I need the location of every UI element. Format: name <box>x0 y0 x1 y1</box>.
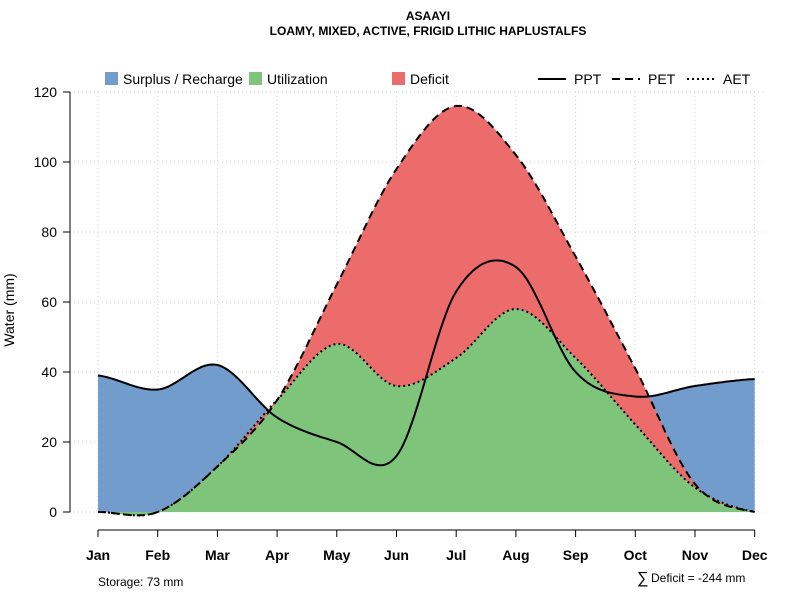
legend: Surplus / Recharge Utilization Deficit PPT P… <box>105 71 751 87</box>
legend-label-utilization: Utilization <box>267 71 328 87</box>
legend-swatch-surplus-recharge <box>105 72 118 85</box>
y-tick-label-20: 20 <box>41 434 57 450</box>
chart-title: ASAAYI <box>406 9 450 23</box>
legend-label-surplus-recharge: Surplus / Recharge <box>123 71 243 87</box>
x-tick-label-may: May <box>323 547 350 563</box>
x-tick-label-aug: Aug <box>502 547 529 563</box>
series-lines <box>97 104 755 517</box>
series-line-ppt <box>97 259 755 467</box>
sum-symbol: ∑ <box>637 570 648 587</box>
legend-label-pet: PET <box>648 71 676 87</box>
legend-label-deficit: Deficit <box>410 71 449 87</box>
legend-swatch-utilization <box>249 72 262 85</box>
storage-note: Storage: 73 mm <box>98 575 183 589</box>
y-tick-label-40: 40 <box>41 364 57 380</box>
x-tick-label-sep: Sep <box>563 547 589 563</box>
y-tick-label-80: 80 <box>41 224 57 240</box>
x-tick-label-jan: Jan <box>86 547 110 563</box>
series-line-pet <box>98 104 755 517</box>
y-tick-label-120: 120 <box>34 84 58 100</box>
chart-subtitle: LOAMY, MIXED, ACTIVE, FRIGID LITHIC HAPL… <box>270 24 587 38</box>
y-tick-label-0: 0 <box>49 504 57 520</box>
x-tick-label-oct: Oct <box>624 547 648 563</box>
y-axis-label: Water (mm) <box>1 273 17 346</box>
deficit-note: Deficit = -244 mm <box>651 571 745 585</box>
legend-label-ppt: PPT <box>574 71 602 87</box>
y-tick-label-60: 60 <box>41 294 57 310</box>
x-tick-label-dec: Dec <box>742 547 768 563</box>
legend-swatch-deficit <box>392 72 405 85</box>
area-utilization <box>98 309 755 516</box>
x-tick-label-mar: Mar <box>205 547 230 563</box>
x-tick-label-nov: Nov <box>682 547 709 563</box>
x-tick-label-jul: Jul <box>446 547 466 563</box>
x-tick-label-feb: Feb <box>145 547 170 563</box>
y-tick-label-100: 100 <box>34 154 58 170</box>
area-fills <box>98 105 755 516</box>
x-tick-label-apr: Apr <box>265 547 290 563</box>
axes: 0 20 40 60 80 100 120 Jan Feb Mar Apr May Jun Jul Aug S… <box>34 84 768 563</box>
x-tick-label-jun: Jun <box>384 547 409 563</box>
legend-label-aet: AET <box>723 71 751 87</box>
area-deficit <box>98 105 755 516</box>
